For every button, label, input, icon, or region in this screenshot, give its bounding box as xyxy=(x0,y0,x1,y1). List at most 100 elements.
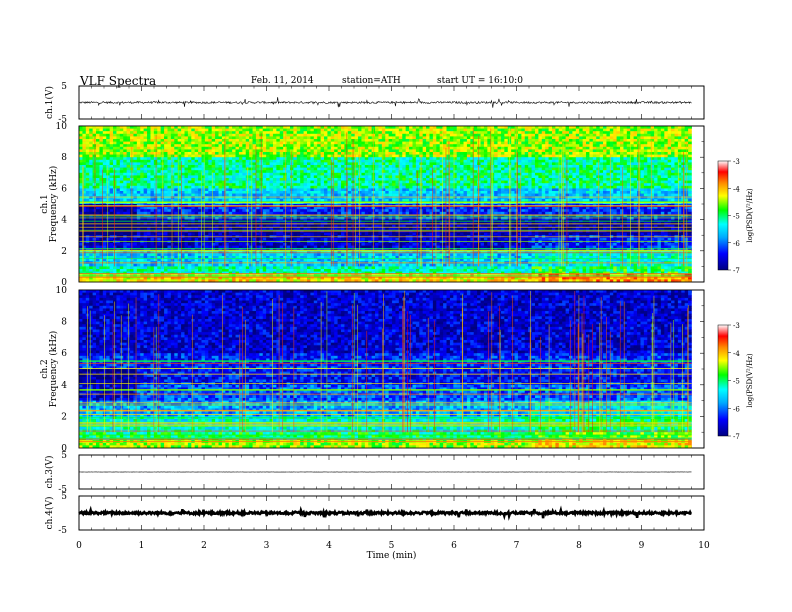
spectrogram-cell xyxy=(586,131,590,134)
spectrogram-cell xyxy=(464,160,468,163)
spectrogram-cell xyxy=(382,162,386,165)
spectrogram-cell xyxy=(606,136,610,139)
spectrogram-cell xyxy=(171,188,175,191)
spectrogram-cell xyxy=(171,157,175,160)
spectrogram-cell xyxy=(617,147,621,150)
spectrogram-cell xyxy=(395,188,399,191)
spectrogram-cell xyxy=(504,149,508,152)
spectrogram-cell xyxy=(116,144,120,147)
spectrogram-cell xyxy=(402,183,406,186)
spectrogram-cell xyxy=(280,181,284,184)
spectrogram-cell xyxy=(327,186,331,189)
spectrogram-cell xyxy=(188,144,192,147)
spectrogram-cell xyxy=(429,134,433,137)
spectrogram-cell xyxy=(453,149,457,152)
spectrogram-cell xyxy=(545,170,549,173)
spectrogram-cell xyxy=(406,149,410,152)
spectrogram-cell xyxy=(195,126,199,129)
spectrogram-cell xyxy=(300,142,304,145)
spectrogram-cell xyxy=(589,168,593,171)
spectrogram-cell xyxy=(552,186,556,189)
spectrogram-cell xyxy=(450,183,454,186)
spectrogram-cell xyxy=(147,168,151,171)
spectrogram-cell xyxy=(501,175,505,178)
spectrogram-cell xyxy=(106,144,110,147)
spectrogram-cell xyxy=(521,165,525,168)
spectrogram-cell xyxy=(470,178,474,181)
spectrogram-cell xyxy=(154,194,158,197)
spectrogram-cell xyxy=(491,175,495,178)
spectrogram-cell xyxy=(324,173,328,176)
spectrogram-cell xyxy=(630,147,634,150)
spectrogram-cell xyxy=(171,149,175,152)
spectrogram-cell xyxy=(86,170,90,173)
spectrogram-cell xyxy=(202,191,206,194)
spectrogram-cell xyxy=(453,134,457,137)
spectrogram-cell xyxy=(474,144,478,147)
spectrogram-cell xyxy=(576,134,580,137)
spectrogram-cell xyxy=(545,168,549,171)
spectrogram-cell xyxy=(671,186,675,189)
spectrogram-cell xyxy=(188,134,192,137)
spectrogram-cell xyxy=(184,194,188,197)
spectrogram-cell xyxy=(603,160,607,163)
spectrogram-cell xyxy=(273,152,277,155)
spectrogram-cell xyxy=(429,129,433,132)
spectrogram-cell xyxy=(368,160,372,163)
spectrogram-cell xyxy=(623,149,627,152)
spectrogram-cell xyxy=(300,162,304,165)
spectrogram-cell xyxy=(106,142,110,145)
spectrogram-cell xyxy=(123,181,127,184)
spectrogram-cell xyxy=(106,168,110,171)
spectrogram-cell xyxy=(494,155,498,158)
spectrogram-cell xyxy=(392,155,396,158)
spectrogram-cell xyxy=(457,160,461,163)
spectrogram-cell xyxy=(436,149,440,152)
spectrogram-cell xyxy=(293,155,297,158)
spectrogram-cell xyxy=(120,162,124,165)
spectrogram-cell xyxy=(191,170,195,173)
spectrogram-cell xyxy=(613,142,617,145)
spectrogram-cell xyxy=(82,134,86,137)
spectrogram-cell xyxy=(562,191,566,194)
spectrogram-cell xyxy=(460,162,464,165)
spectrogram-cell xyxy=(559,139,563,142)
spectrogram-cell xyxy=(644,173,648,176)
spectrogram-cell xyxy=(242,136,246,139)
spectrogram-cell xyxy=(504,162,508,165)
spectrogram-cell xyxy=(412,162,416,165)
spectrogram-cell xyxy=(334,188,338,191)
spectrogram-cell xyxy=(327,178,331,181)
spectrogram-cell xyxy=(133,155,137,158)
spectrogram-cell xyxy=(464,129,468,132)
spectrogram-cell xyxy=(140,152,144,155)
spectrogram-cell xyxy=(113,170,117,173)
spectrogram-cell xyxy=(242,175,246,178)
spectrogram-cell xyxy=(120,131,124,134)
spectrogram-cell xyxy=(542,149,546,152)
spectrogram-cell xyxy=(504,181,508,184)
spectrogram-cell xyxy=(280,134,284,137)
spectrogram-cell xyxy=(426,165,430,168)
spectrogram-cell xyxy=(569,129,573,132)
spectrogram-cell xyxy=(382,142,386,145)
spectrogram-cell xyxy=(184,126,188,129)
spectrogram-cell xyxy=(229,144,233,147)
spectrogram-cell xyxy=(287,144,291,147)
spectrogram-cell xyxy=(361,155,365,158)
spectrogram-cell xyxy=(266,155,270,158)
spectrogram-cell xyxy=(423,144,427,147)
spectrogram-cell xyxy=(140,183,144,186)
spectrogram-cell xyxy=(202,194,206,197)
spectrogram-cell xyxy=(120,165,124,168)
spectrogram-cell xyxy=(525,131,529,134)
spectrogram-cell xyxy=(341,131,345,134)
spectrogram-cell xyxy=(358,136,362,139)
spectrogram-cell xyxy=(361,144,365,147)
spectrogram-cell xyxy=(327,147,331,150)
spectrogram-cell xyxy=(219,160,223,163)
spectrogram-cell xyxy=(127,178,131,181)
spectrogram-cell xyxy=(116,178,120,181)
spectrogram-cell xyxy=(610,134,614,137)
spectrogram-cell xyxy=(310,165,314,168)
